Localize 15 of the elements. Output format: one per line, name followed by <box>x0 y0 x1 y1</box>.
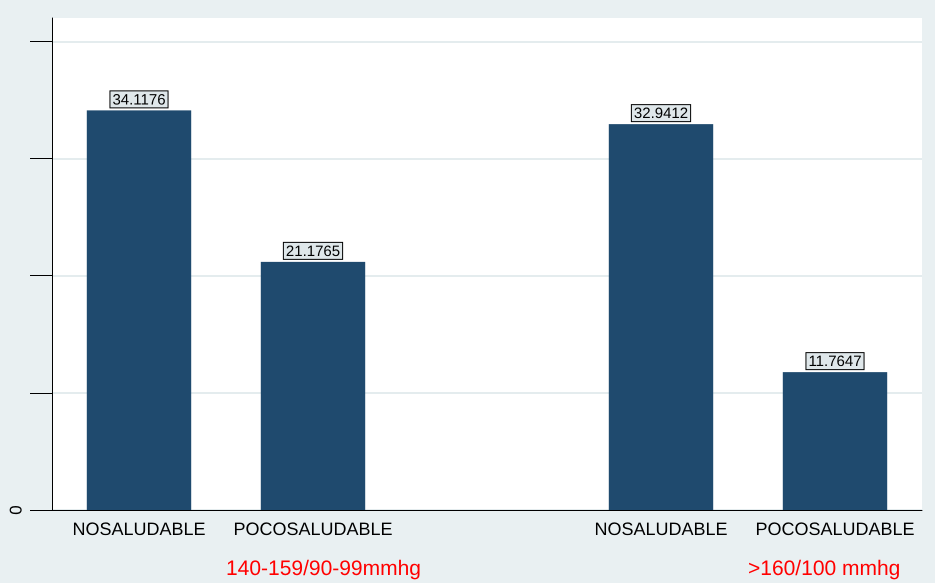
bar <box>86 110 192 510</box>
x-tick-label: NOSALUDABLE <box>594 519 728 539</box>
bar <box>260 262 366 510</box>
bar <box>782 372 888 510</box>
data-label: 21.1765 <box>286 242 340 260</box>
x-tick-label: NOSALUDABLE <box>72 519 206 539</box>
data-label: 34.1176 <box>112 91 166 108</box>
bar <box>608 124 714 510</box>
x-tick-label: POCOSALUDABLE <box>233 519 393 539</box>
text: 140-159/90-99mmhg <box>226 557 421 580</box>
text: >160/100 mmhg <box>748 557 900 580</box>
data-label: 32.9412 <box>634 105 688 122</box>
x-tick-label: POCOSALUDABLE <box>755 519 915 539</box>
data-label: 11.7647 <box>808 353 862 370</box>
text: 0 <box>6 505 26 515</box>
